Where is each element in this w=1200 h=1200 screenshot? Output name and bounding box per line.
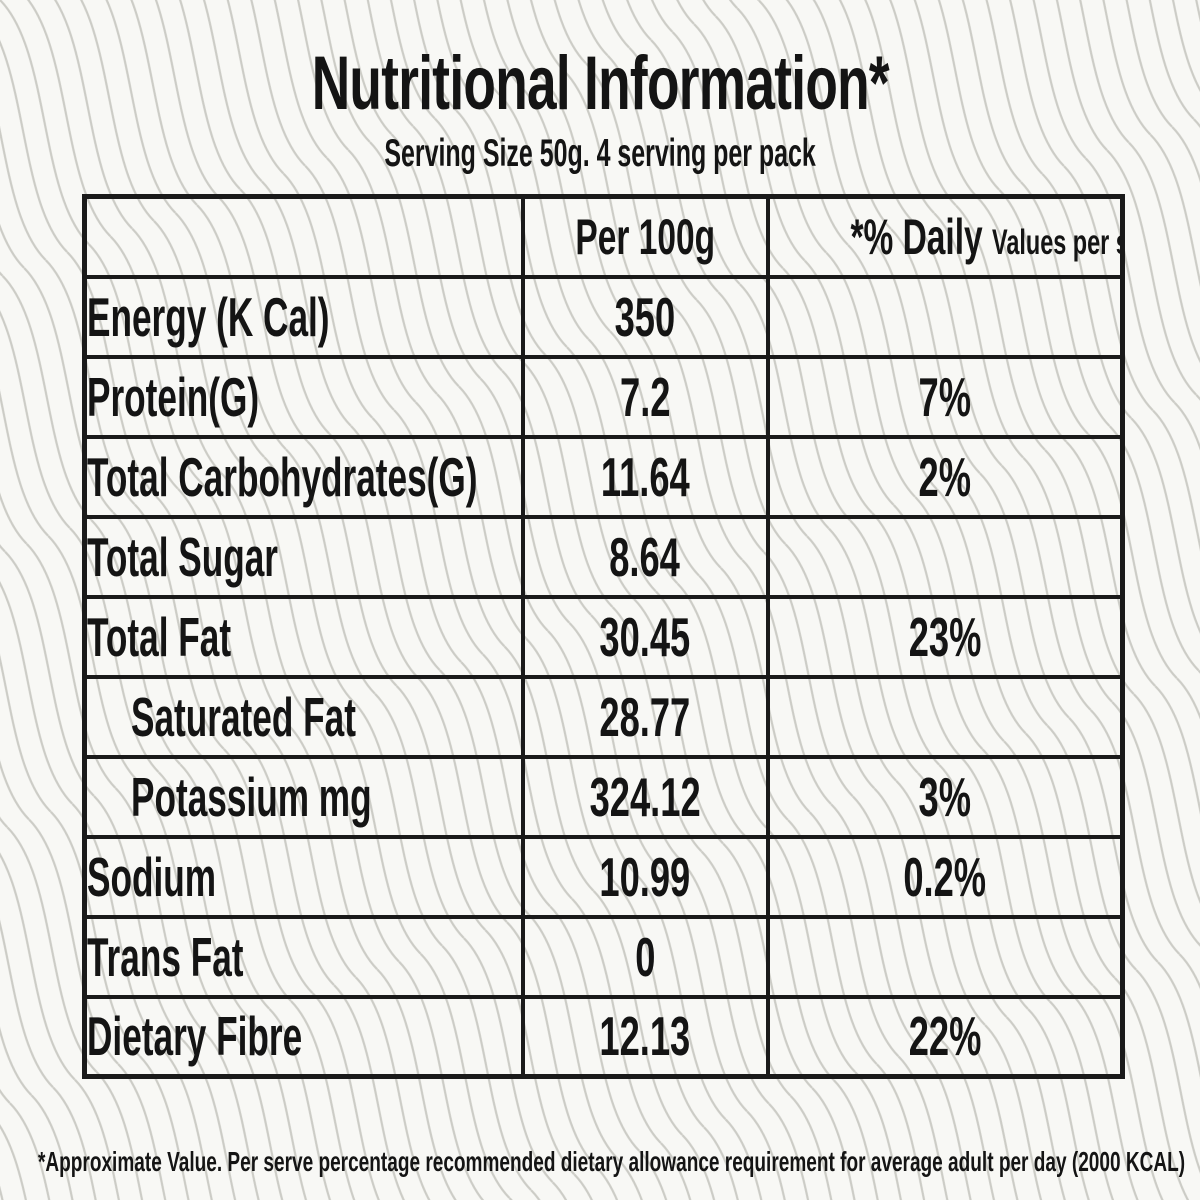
header-nutrient-column — [82, 194, 525, 279]
header-daily-sub: Values per serve — [991, 222, 1118, 262]
daily-value — [765, 674, 1125, 759]
table-row: Total Fat 30.45 23% — [82, 594, 1125, 679]
nutrient-label: Potassium mg — [82, 754, 525, 839]
table-row: Total Carbohydrates(G) 11.64 2% — [82, 434, 1125, 519]
serving-info: Serving Size 50g. 4 serving per pack — [0, 132, 1200, 175]
per-100g-value: 0 — [520, 914, 770, 999]
table-row: Total Sugar 8.64 — [82, 514, 1125, 599]
nutrition-table: Per 100g *% Daily Values per serve Energ… — [82, 194, 1125, 1079]
daily-value: 2% — [765, 434, 1125, 519]
daily-value — [765, 914, 1125, 999]
table-row: Potassium mg 324.12 3% — [82, 754, 1125, 839]
per-100g-value: 324.12 — [520, 754, 770, 839]
header-daily-values: *% Daily Values per serve — [765, 194, 1125, 279]
per-100g-value: 7.2 — [520, 354, 770, 439]
table-row: Dietary Fibre 12.13 22% — [82, 994, 1125, 1079]
serving-info-text: Serving Size 50g. 4 serving per pack — [384, 132, 816, 175]
per-100g-value: 8.64 — [520, 514, 770, 599]
per-100g-value: 10.99 — [520, 834, 770, 919]
daily-value — [765, 274, 1125, 359]
per-100g-value: 11.64 — [520, 434, 770, 519]
daily-value: 22% — [765, 994, 1125, 1079]
table-row: Sodium 10.99 0.2% — [82, 834, 1125, 919]
table-row: Protein(G) 7.2 7% — [82, 354, 1125, 439]
footnote: *Approximate Value. Per serve percentage… — [38, 1146, 1198, 1178]
daily-value: 0.2% — [765, 834, 1125, 919]
table-row: Saturated Fat 28.77 — [82, 674, 1125, 759]
nutrient-label: Energy (K Cal) — [82, 274, 525, 359]
daily-value: 3% — [765, 754, 1125, 839]
daily-value: 7% — [765, 354, 1125, 439]
daily-value: 23% — [765, 594, 1125, 679]
footnote-text: *Approximate Value. Per serve percentage… — [38, 1146, 1186, 1177]
nutrient-label: Total Carbohydrates(G) — [82, 434, 525, 519]
per-100g-value: 350 — [520, 274, 770, 359]
header-per-100g: Per 100g — [520, 194, 770, 279]
nutrient-label: Saturated Fat — [82, 674, 525, 759]
nutrient-label: Sodium — [82, 834, 525, 919]
per-100g-value: 28.77 — [520, 674, 770, 759]
table-row: Energy (K Cal) 350 — [82, 274, 1125, 359]
nutrient-label: Total Fat — [82, 594, 525, 679]
daily-value — [765, 514, 1125, 599]
per-100g-value: 30.45 — [520, 594, 770, 679]
table-row: Trans Fat 0 — [82, 914, 1125, 999]
nutrient-label: Total Sugar — [82, 514, 525, 599]
per-100g-value: 12.13 — [520, 994, 770, 1079]
nutrient-label: Protein(G) — [82, 354, 525, 439]
header-daily-main: *% Daily — [849, 208, 983, 265]
nutrient-label: Dietary Fibre — [82, 994, 525, 1079]
page-title-text: Nutritional Information* — [311, 41, 889, 126]
nutrient-label: Trans Fat — [82, 914, 525, 999]
table-header-row: Per 100g *% Daily Values per serve — [82, 194, 1125, 279]
page-title: Nutritional Information* — [0, 44, 1200, 124]
